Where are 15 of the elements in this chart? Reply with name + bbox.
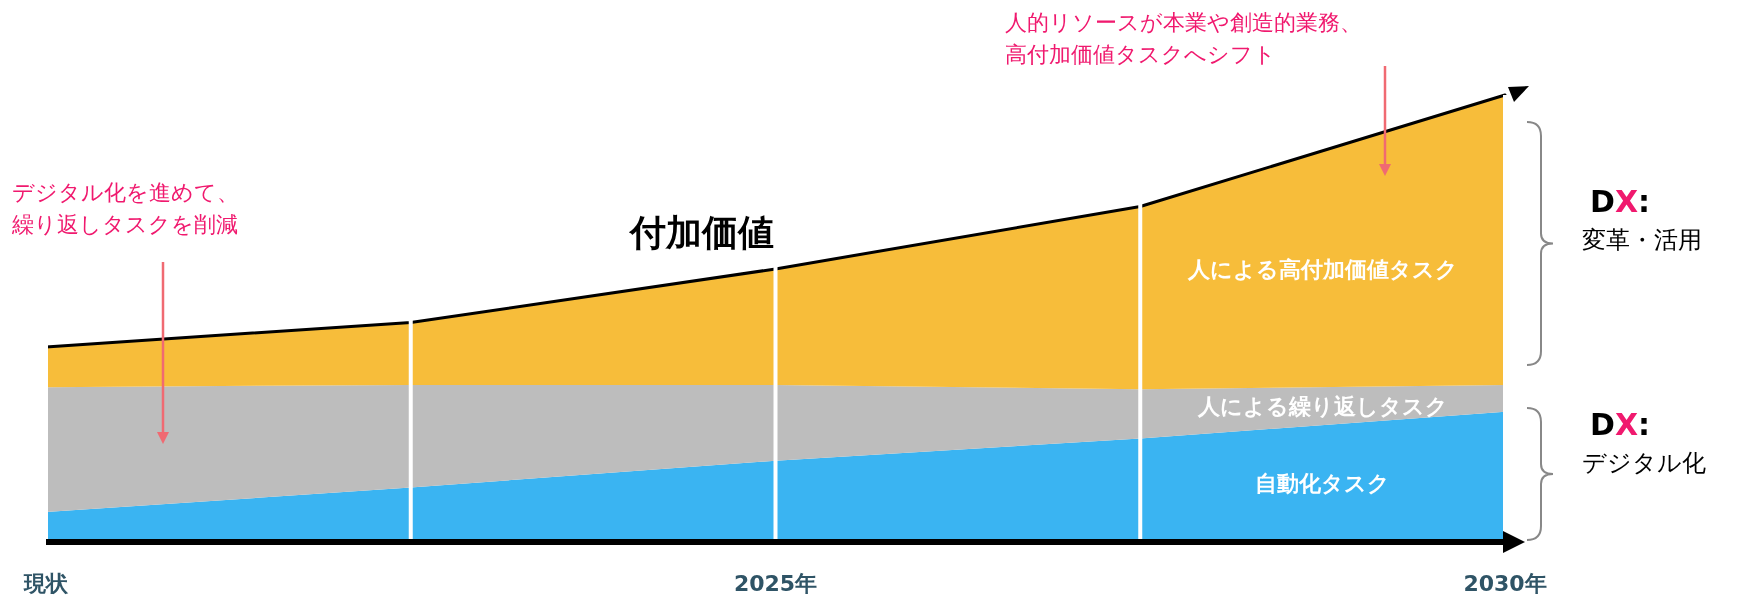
text: DX: <box>1590 184 1651 219</box>
series-label: 人による繰り返しタスク <box>1196 394 1448 420</box>
x-tick-label: 2025年 <box>733 571 818 596</box>
x-tick-label: 現状 <box>23 571 69 596</box>
text: 変革・活用 <box>1582 226 1702 254</box>
text: 高付加価値タスクへシフト <box>1005 42 1276 67</box>
text: デジタル化 <box>1582 449 1706 477</box>
series-label: 自動化タスク <box>1255 471 1391 497</box>
x-tick-label: 2030年 <box>1463 571 1547 596</box>
annotation: 付加価値 <box>628 212 774 253</box>
annotation: 繰り返しタスクを削減 <box>11 212 238 237</box>
text: 人的リソースが本業や創造的業務、 <box>1005 10 1362 35</box>
series-label: 人による高付加価値タスク <box>1186 256 1458 282</box>
annotation: デジタル化を進めて、 <box>12 180 239 205</box>
text: DX: <box>1590 407 1651 442</box>
